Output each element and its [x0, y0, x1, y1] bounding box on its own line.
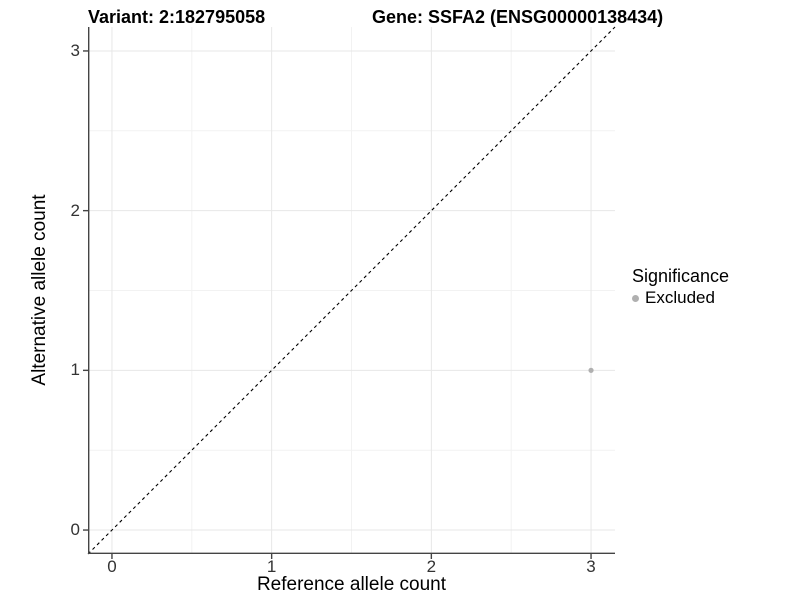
plot-panel: [83, 26, 616, 559]
legend-item-label: Excluded: [645, 288, 715, 307]
x-tick-label: 0: [107, 557, 117, 576]
y-tick-label: 3: [70, 40, 80, 60]
y-tick-label: 2: [70, 200, 80, 220]
plot-title-gene: Gene: SSFA2 (ENSG00000138434): [372, 7, 664, 27]
x-tick-label: 2: [426, 557, 437, 576]
x-tick-label: 1: [266, 557, 277, 576]
identity-dashed-line: [87, 26, 616, 555]
chart-canvas: [83, 26, 616, 559]
x-axis-title: Reference allele count: [256, 574, 447, 595]
data-point: [588, 367, 594, 373]
legend-title: Significance: [632, 266, 730, 286]
y-axis-title: Alternative allele count: [29, 194, 50, 386]
y-tick-label: 1: [70, 360, 80, 380]
x-tick-label: 3: [586, 557, 596, 576]
legend-point-icon: [632, 294, 639, 302]
legend-item-excluded: Excluded: [632, 288, 729, 308]
y-tick-label: 0: [70, 520, 80, 540]
legend: Significance Excluded: [632, 266, 729, 308]
plot-title-variant: Variant: 2:182795058: [88, 7, 266, 27]
